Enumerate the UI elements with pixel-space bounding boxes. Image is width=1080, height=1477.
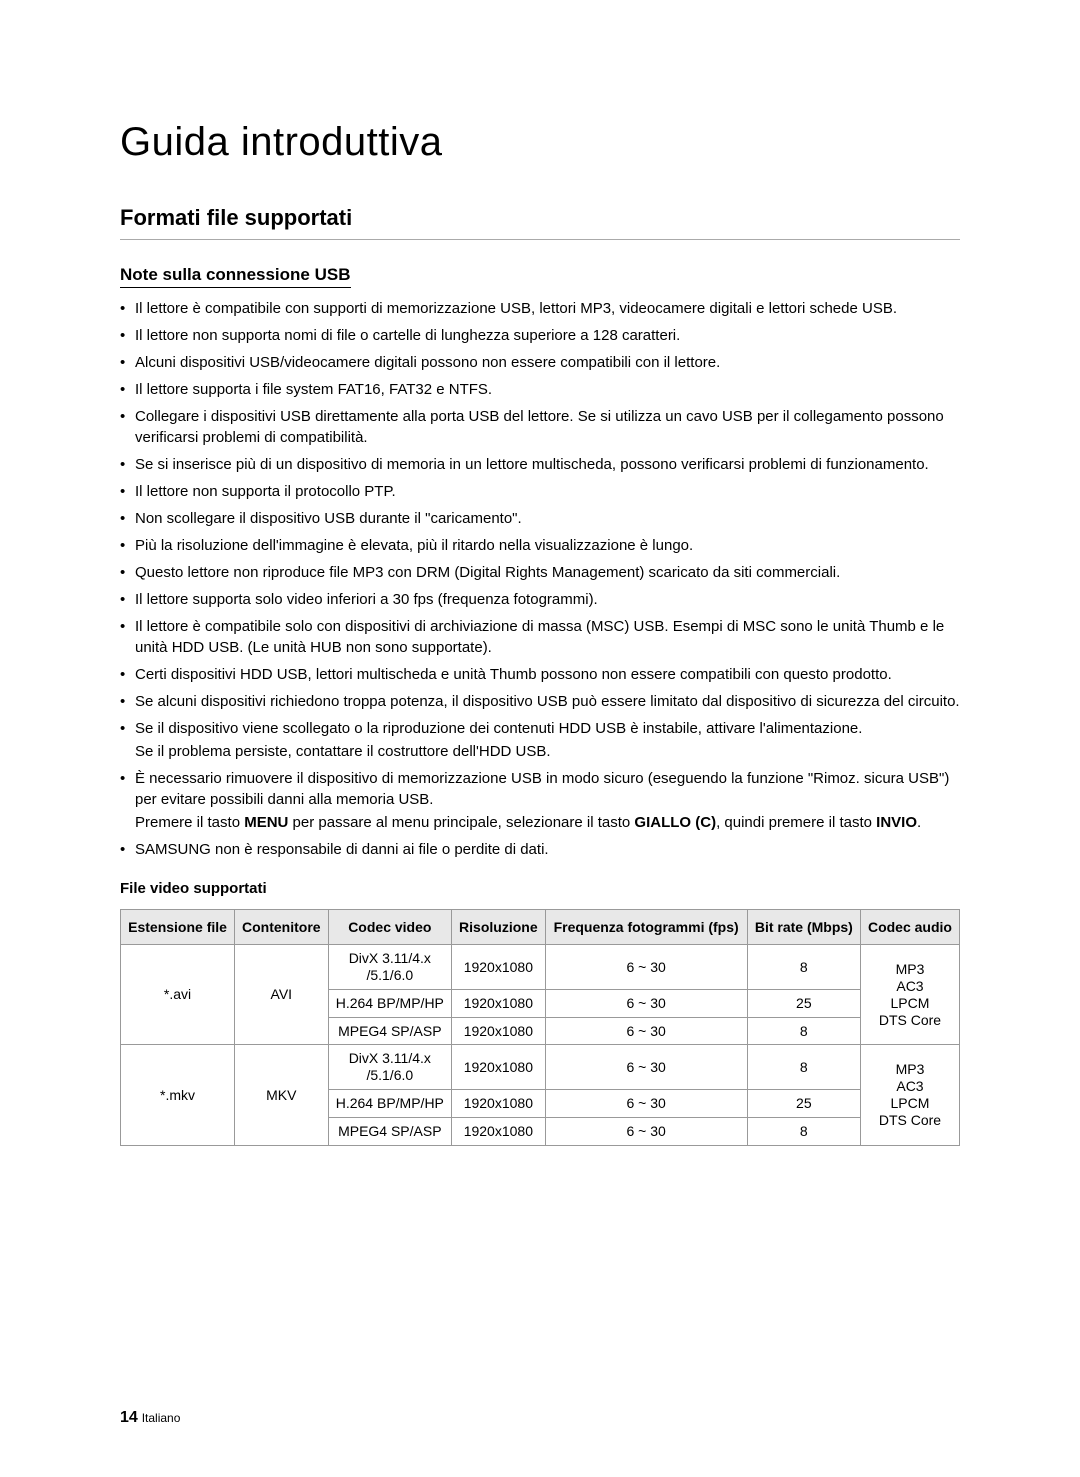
cell-ext: *.mkv — [121, 1045, 235, 1145]
cell-codec: H.264 BP/MP/HP — [328, 1089, 452, 1117]
table-row: *.avi AVI DivX 3.11/4.x /5.1/6.0 1920x10… — [121, 945, 960, 990]
cell-br: 8 — [747, 945, 860, 990]
cell-res: 1920x1080 — [452, 945, 545, 990]
cell-res: 1920x1080 — [452, 1017, 545, 1045]
text-fragment: . — [917, 814, 921, 831]
usb-notes-list: Il lettore è compatibile con supporti di… — [120, 298, 960, 860]
list-item: Se si inserisce più di un dispositivo di… — [120, 454, 960, 475]
list-item: Alcuni dispositivi USB/videocamere digit… — [120, 352, 960, 373]
yellow-key-label: GIALLO (C) — [634, 814, 716, 831]
list-item: Se il dispositivo viene scollegato o la … — [120, 718, 960, 762]
col-header-ext: Estensione file — [121, 910, 235, 945]
col-header-bitrate: Bit rate (Mbps) — [747, 910, 860, 945]
list-item: Il lettore supporta i file system FAT16,… — [120, 379, 960, 400]
text-fragment: per passare al menu principale, selezion… — [288, 814, 634, 831]
cell-fps: 6 ~ 30 — [545, 945, 747, 990]
page-footer: 14 Italiano — [120, 1409, 180, 1427]
list-item: Non scollegare il dispositivo USB durant… — [120, 508, 960, 529]
cell-codec: DivX 3.11/4.x /5.1/6.0 — [328, 945, 452, 990]
cell-codec: MPEG4 SP/ASP — [328, 1017, 452, 1045]
cell-container: AVI — [235, 945, 328, 1045]
text-fragment: Premere il tasto — [135, 814, 244, 831]
list-item-continuation: Premere il tasto MENU per passare al men… — [135, 812, 960, 833]
col-header-container: Contenitore — [235, 910, 328, 945]
list-item: SAMSUNG non è responsabile di danni ai f… — [120, 839, 960, 860]
list-item: Collegare i dispositivi USB direttamente… — [120, 406, 960, 448]
page-number: 14 — [120, 1409, 138, 1426]
text-fragment: , quindi premere il tasto — [716, 814, 876, 831]
col-header-codec-video: Codec video — [328, 910, 452, 945]
cell-br: 8 — [747, 1117, 860, 1145]
cell-res: 1920x1080 — [452, 989, 545, 1017]
cell-fps: 6 ~ 30 — [545, 989, 747, 1017]
cell-fps: 6 ~ 30 — [545, 1117, 747, 1145]
video-formats-table: Estensione file Contenitore Codec video … — [120, 909, 960, 1146]
table-header-row: Estensione file Contenitore Codec video … — [121, 910, 960, 945]
menu-key-label: MENU — [244, 814, 288, 831]
cell-codec: MPEG4 SP/ASP — [328, 1117, 452, 1145]
col-header-fps: Frequenza fotogrammi (fps) — [545, 910, 747, 945]
list-item: Il lettore è compatibile solo con dispos… — [120, 616, 960, 658]
col-header-resolution: Risoluzione — [452, 910, 545, 945]
cell-br: 25 — [747, 1089, 860, 1117]
list-item: Questo lettore non riproduce file MP3 co… — [120, 562, 960, 583]
cell-br: 8 — [747, 1045, 860, 1090]
col-header-codec-audio: Codec audio — [860, 910, 959, 945]
list-item: Il lettore non supporta nomi di file o c… — [120, 325, 960, 346]
page-title: Guida introduttiva — [120, 120, 960, 165]
list-item: Il lettore supporta solo video inferiori… — [120, 589, 960, 610]
video-files-header: File video supportati — [120, 880, 960, 897]
cell-res: 1920x1080 — [452, 1117, 545, 1145]
list-item: È necessario rimuovere il dispositivo di… — [120, 768, 960, 833]
cell-fps: 6 ~ 30 — [545, 1045, 747, 1090]
cell-container: MKV — [235, 1045, 328, 1145]
list-item-text: È necessario rimuovere il dispositivo di… — [135, 770, 949, 808]
cell-res: 1920x1080 — [452, 1045, 545, 1090]
cell-audio: MP3 AC3 LPCM DTS Core — [860, 1045, 959, 1145]
cell-br: 8 — [747, 1017, 860, 1045]
enter-key-label: INVIO — [876, 814, 917, 831]
list-item: Il lettore non supporta il protocollo PT… — [120, 481, 960, 502]
cell-br: 25 — [747, 989, 860, 1017]
list-item-text: Se il dispositivo viene scollegato o la … — [135, 720, 862, 737]
cell-fps: 6 ~ 30 — [545, 1089, 747, 1117]
list-item-continuation: Se il problema persiste, contattare il c… — [135, 741, 960, 762]
list-item: Più la risoluzione dell'immagine è eleva… — [120, 535, 960, 556]
list-item: Il lettore è compatibile con supporti di… — [120, 298, 960, 319]
section-title: Formati file supportati — [120, 205, 960, 240]
subsection-title: Note sulla connessione USB — [120, 265, 351, 288]
list-item: Certi dispositivi HDD USB, lettori multi… — [120, 664, 960, 685]
cell-codec: DivX 3.11/4.x /5.1/6.0 — [328, 1045, 452, 1090]
table-row: *.mkv MKV DivX 3.11/4.x /5.1/6.0 1920x10… — [121, 1045, 960, 1090]
language-label: Italiano — [142, 1411, 181, 1425]
cell-ext: *.avi — [121, 945, 235, 1045]
cell-res: 1920x1080 — [452, 1089, 545, 1117]
cell-audio: MP3 AC3 LPCM DTS Core — [860, 945, 959, 1045]
list-item: Se alcuni dispositivi richiedono troppa … — [120, 691, 960, 712]
cell-fps: 6 ~ 30 — [545, 1017, 747, 1045]
cell-codec: H.264 BP/MP/HP — [328, 989, 452, 1017]
